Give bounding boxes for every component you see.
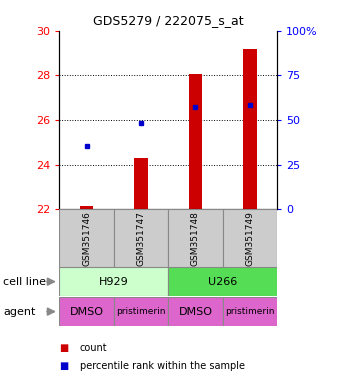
- Title: GDS5279 / 222075_s_at: GDS5279 / 222075_s_at: [93, 14, 244, 27]
- Bar: [80, 206, 94, 209]
- Text: pristimerin: pristimerin: [225, 307, 275, 316]
- Text: DMSO: DMSO: [178, 306, 212, 317]
- Bar: [114, 297, 168, 326]
- Text: GSM351746: GSM351746: [82, 211, 91, 265]
- Bar: [223, 209, 277, 267]
- Text: cell line: cell line: [3, 276, 46, 287]
- Bar: [59, 267, 168, 296]
- Text: GSM351748: GSM351748: [191, 211, 200, 265]
- Bar: [168, 209, 223, 267]
- Text: ■: ■: [59, 343, 69, 353]
- Bar: [189, 74, 202, 209]
- Bar: [134, 158, 148, 209]
- Text: count: count: [80, 343, 107, 353]
- Text: DMSO: DMSO: [70, 306, 104, 317]
- Bar: [223, 297, 277, 326]
- Bar: [59, 297, 114, 326]
- Text: GSM351747: GSM351747: [137, 211, 146, 265]
- Text: agent: agent: [3, 306, 36, 317]
- Bar: [114, 209, 168, 267]
- Text: H929: H929: [99, 276, 129, 287]
- Bar: [243, 49, 257, 209]
- Bar: [168, 297, 223, 326]
- Text: ■: ■: [59, 361, 69, 371]
- Text: U266: U266: [208, 276, 237, 287]
- Bar: [168, 267, 277, 296]
- Text: GSM351749: GSM351749: [245, 211, 254, 265]
- Bar: [59, 209, 114, 267]
- Text: percentile rank within the sample: percentile rank within the sample: [80, 361, 245, 371]
- Text: pristimerin: pristimerin: [116, 307, 166, 316]
